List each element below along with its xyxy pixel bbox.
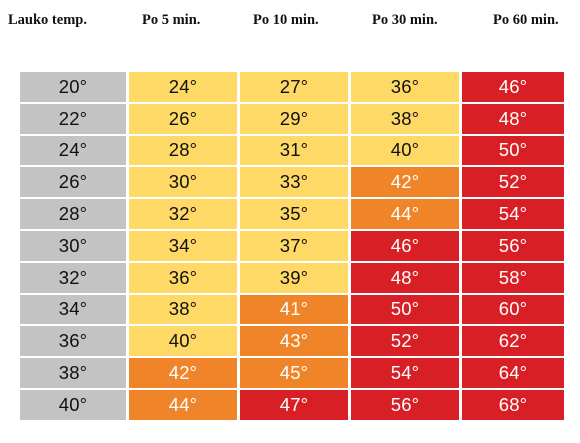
header-after-60-min: Po 60 min. [493, 12, 559, 28]
table-cell-after-60-min: 50° [462, 135, 564, 166]
table-cell-after-10-min: 47° [240, 389, 348, 420]
header-after-30-min: Po 30 min. [372, 12, 438, 28]
table-cell-after-5-min: 42° [129, 358, 237, 388]
table-cell-after-5-min: 34° [129, 230, 237, 261]
table-cell-after-10-min: 39° [240, 262, 348, 293]
table-cell-after-60-min: 60° [462, 294, 564, 325]
table-cell-after-10-min: 27° [240, 72, 348, 102]
table-cell-after-30-min: 52° [351, 326, 459, 357]
table-cell-after-60-min: 58° [462, 262, 564, 293]
table-cell-outside-temp: 30° [20, 230, 126, 261]
table-cell-outside-temp: 40° [20, 389, 126, 420]
table-cell-outside-temp: 26° [20, 167, 126, 198]
table-cell-after-10-min: 33° [240, 167, 348, 198]
car-temperature-table: 20° 24° 27° 36° 46° 22° 26° 29° 38° 48° 24° 28° 31° 4… [20, 72, 564, 420]
table-cell-outside-temp: 28° [20, 199, 126, 229]
table-cell-after-60-min: 56° [462, 230, 564, 261]
header-after-5-min: Po 5 min. [142, 12, 201, 28]
table-cell-after-30-min: 48° [351, 262, 459, 293]
table-cell-after-60-min: 64° [462, 358, 564, 388]
table-cell-after-10-min: 29° [240, 103, 348, 134]
table-cell-after-30-min: 50° [351, 294, 459, 325]
table-cell-after-10-min: 31° [240, 135, 348, 166]
table-cell-outside-temp: 22° [20, 103, 126, 134]
table-cell-after-10-min: 35° [240, 199, 348, 229]
table-cell-after-30-min: 42° [351, 167, 459, 198]
table-cell-after-30-min: 54° [351, 358, 459, 388]
table-cell-after-5-min: 44° [129, 389, 237, 420]
header-after-10-min: Po 10 min. [253, 12, 319, 28]
table-cell-after-30-min: 56° [351, 389, 459, 420]
table-cell-after-60-min: 62° [462, 326, 564, 357]
table-cell-after-5-min: 24° [129, 72, 237, 102]
header-outside-temp: Lauko temp. [8, 12, 87, 28]
table-cell-after-60-min: 68° [462, 389, 564, 420]
table-cell-after-30-min: 38° [351, 103, 459, 134]
table-cell-after-10-min: 43° [240, 326, 348, 357]
table-cell-outside-temp: 32° [20, 262, 126, 293]
table-cell-after-30-min: 46° [351, 230, 459, 261]
table-cell-outside-temp: 36° [20, 326, 126, 357]
table-cell-after-5-min: 30° [129, 167, 237, 198]
table-cell-outside-temp: 34° [20, 294, 126, 325]
table-cell-after-60-min: 52° [462, 167, 564, 198]
table-cell-after-5-min: 38° [129, 294, 237, 325]
table-cell-after-5-min: 40° [129, 326, 237, 357]
table-cell-outside-temp: 38° [20, 358, 126, 388]
table-cell-after-30-min: 44° [351, 199, 459, 229]
table-header: Lauko temp. Po 5 min. Po 10 min. Po 30 m… [0, 0, 580, 40]
table-cell-after-10-min: 41° [240, 294, 348, 325]
table-cell-after-5-min: 26° [129, 103, 237, 134]
table-cell-after-60-min: 46° [462, 72, 564, 102]
table-cell-after-60-min: 54° [462, 199, 564, 229]
table-cell-after-5-min: 28° [129, 135, 237, 166]
table-cell-after-10-min: 45° [240, 358, 348, 388]
table-cell-after-60-min: 48° [462, 103, 564, 134]
table-cell-after-5-min: 32° [129, 199, 237, 229]
table-cell-outside-temp: 20° [20, 72, 126, 102]
table-cell-after-5-min: 36° [129, 262, 237, 293]
table-cell-outside-temp: 24° [20, 135, 126, 166]
table-cell-after-10-min: 37° [240, 230, 348, 261]
table-cell-after-30-min: 40° [351, 135, 459, 166]
table-cell-after-30-min: 36° [351, 72, 459, 102]
